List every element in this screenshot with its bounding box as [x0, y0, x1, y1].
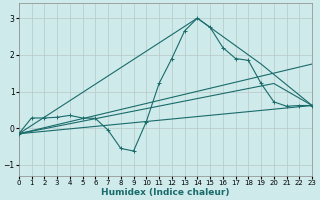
X-axis label: Humidex (Indice chaleur): Humidex (Indice chaleur) [101, 188, 230, 197]
